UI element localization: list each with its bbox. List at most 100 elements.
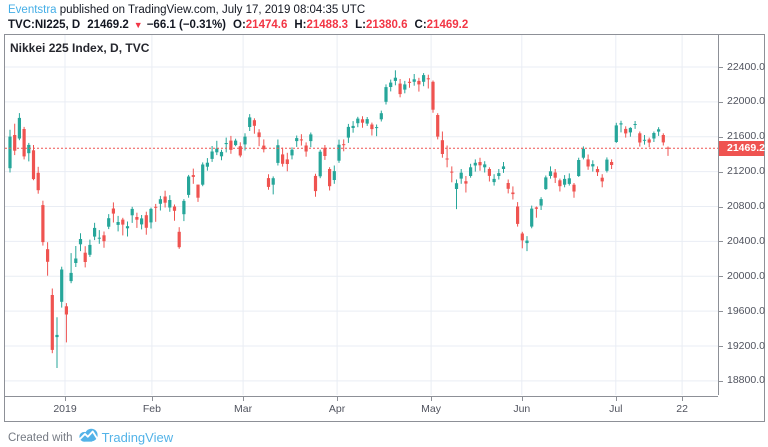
- created-with-text: Created with: [8, 431, 73, 444]
- candle: [55, 334, 59, 338]
- x-axis-tick: [431, 397, 433, 401]
- candle: [130, 208, 134, 216]
- x-axis-label: Apr: [328, 403, 346, 415]
- x-axis-tick: [65, 397, 66, 401]
- y-axis-label: 22000.0: [727, 95, 765, 108]
- candle: [539, 199, 543, 206]
- last-price-badge: 21469.2: [719, 140, 765, 156]
- candle: [332, 171, 336, 180]
- open-label: O:: [233, 19, 246, 31]
- candle: [31, 150, 36, 180]
- candle: [290, 149, 294, 156]
- candle: [323, 147, 327, 156]
- candle: [624, 128, 628, 134]
- y-axis-tick: [719, 276, 723, 278]
- candle: [107, 218, 111, 227]
- y-axis-label: 22400.0: [727, 60, 765, 73]
- candle: [257, 132, 261, 138]
- candle: [41, 205, 45, 243]
- tradingview-logo-icon[interactable]: [78, 428, 99, 447]
- candle: [661, 135, 665, 143]
- username-link[interactable]: Eventstra: [8, 4, 57, 16]
- y-axis-tick: [719, 171, 723, 173]
- y-axis-tick: [719, 136, 723, 138]
- candle: [544, 177, 548, 190]
- candle: [281, 154, 285, 164]
- publish-text: published on TradingView.com, July 17, 2…: [56, 4, 366, 16]
- attribution-footer: Created with TradingView: [8, 428, 173, 447]
- candle: [201, 164, 205, 185]
- candle: [210, 151, 214, 159]
- symbol-label: TVC:NI225, D: [8, 19, 81, 31]
- candle: [102, 235, 106, 242]
- candle: [431, 81, 435, 110]
- candle: [196, 184, 200, 198]
- candle: [464, 181, 468, 184]
- candle: [135, 217, 139, 220]
- candle: [501, 166, 506, 169]
- candle: [487, 169, 491, 176]
- candle: [407, 81, 412, 83]
- candle: [243, 136, 247, 145]
- candle: [628, 127, 632, 133]
- candle: [140, 218, 144, 225]
- y-axis-label: 21600.0: [727, 130, 765, 143]
- candle: [13, 135, 17, 151]
- candle: [64, 306, 68, 315]
- candle: [266, 178, 271, 187]
- candle: [111, 208, 115, 214]
- candle: [154, 206, 158, 208]
- candle: [205, 162, 209, 167]
- y-axis-tick: [719, 241, 723, 243]
- candle: [224, 143, 228, 145]
- y-axis-tick: [719, 311, 723, 313]
- candle: [313, 175, 318, 192]
- candle: [581, 148, 585, 158]
- candle: [469, 167, 473, 176]
- candle: [577, 160, 581, 176]
- candle: [516, 206, 520, 224]
- candle: [483, 164, 487, 168]
- candle: [642, 139, 647, 141]
- open-value: 21474.6: [245, 19, 288, 31]
- tradingview-brand-link[interactable]: TradingView: [101, 430, 174, 445]
- candle: [191, 175, 195, 177]
- candle: [563, 178, 567, 185]
- candle: [426, 78, 430, 80]
- candle: [328, 169, 332, 187]
- y-axis-label: 20400.0: [727, 234, 765, 247]
- x-axis-tick: [243, 397, 245, 401]
- candle: [525, 240, 529, 244]
- close-group: C:21469.2: [415, 19, 469, 31]
- y-axis-label: 21200.0: [727, 165, 765, 178]
- candle: [271, 178, 275, 185]
- high-value: 21488.3: [306, 19, 349, 31]
- candle: [572, 184, 576, 192]
- chart-pane[interactable]: Nikkei 225 Index, D, TVC: [5, 35, 719, 395]
- chart-frame: Nikkei 225 Index, D, TVC 22400.0 22000.0 2…: [4, 34, 765, 422]
- symbol-line: TVC:NI225, D 21469.2 ▼ −66.1 (−0.31%) O:2147…: [8, 18, 468, 32]
- candle: [78, 239, 83, 245]
- candle: [553, 172, 557, 178]
- price-axis[interactable]: 22400.0 22000.0 21600.0 21200.0 20800.0 20400…: [719, 35, 765, 421]
- candle: [149, 208, 153, 223]
- candle: [393, 77, 397, 81]
- candle: [436, 115, 440, 137]
- x-axis-label: 22: [676, 403, 688, 415]
- candle: [619, 123, 623, 125]
- time-axis[interactable]: 2019 Feb Mar Apr May Jun Jul 22: [5, 396, 718, 421]
- y-axis-tick: [719, 101, 723, 103]
- candle: [511, 192, 515, 195]
- candle: [337, 144, 341, 161]
- candle: [262, 145, 266, 150]
- y-axis-label: 19200.0: [727, 339, 765, 352]
- y-axis-label: 19600.0: [727, 304, 765, 317]
- candle: [417, 80, 421, 85]
- candle: [121, 219, 125, 225]
- candle: [450, 171, 454, 173]
- candle: [285, 159, 289, 164]
- candle: [238, 146, 242, 156]
- candle: [93, 227, 97, 237]
- candle: [88, 244, 92, 255]
- candle: [412, 79, 416, 82]
